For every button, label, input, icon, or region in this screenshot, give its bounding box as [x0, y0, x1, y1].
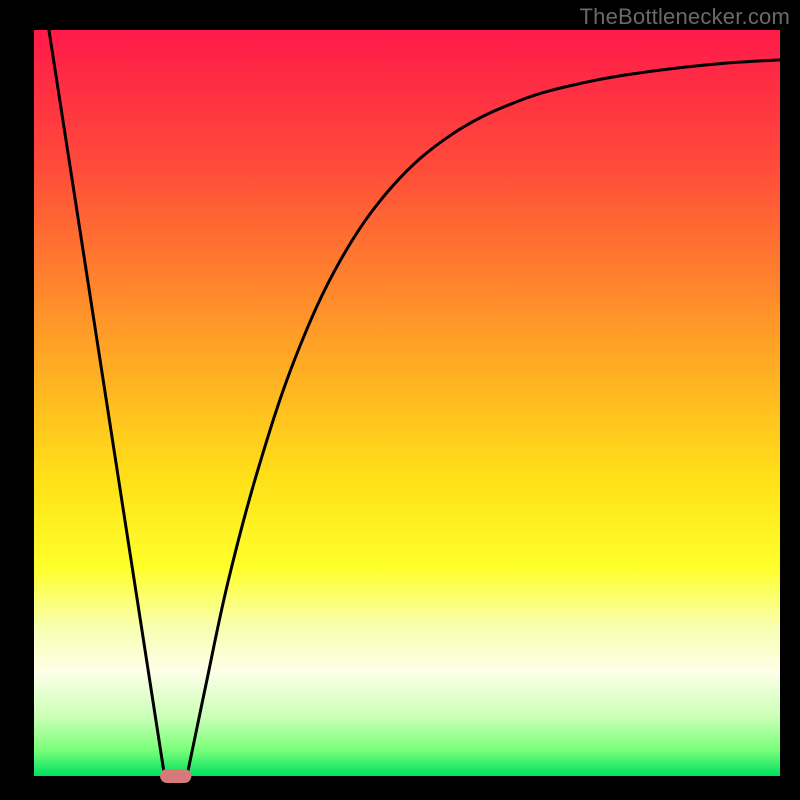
attribution-label: TheBottlenecker.com — [580, 4, 790, 30]
bottleneck-curve-chart — [0, 0, 800, 800]
chart-frame: TheBottlenecker.com — [0, 0, 800, 800]
optimal-point-marker — [160, 769, 191, 783]
